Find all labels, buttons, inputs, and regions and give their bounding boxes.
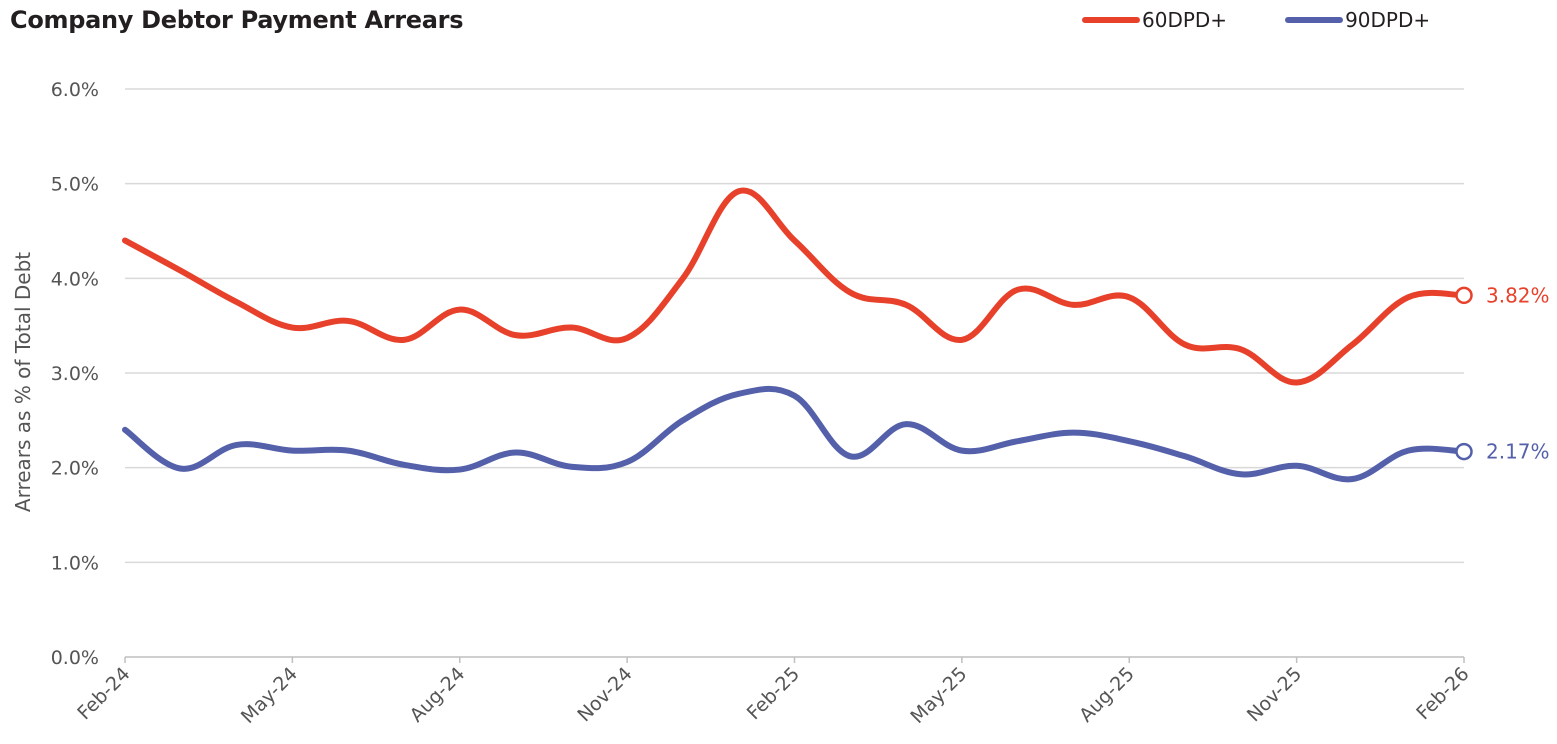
legend: 60DPD+ 90DPD+ <box>1082 8 1430 32</box>
series-line-60dpd <box>122 187 1467 386</box>
series-lines: 3.82% 2.17% <box>122 187 1550 483</box>
legend-item-60dpd: 60DPD+ <box>1082 8 1227 32</box>
y-tick-label: 1.0% <box>51 552 99 574</box>
legend-item-90dpd: 90DPD+ <box>1285 8 1430 32</box>
x-tick-label: Feb-26 <box>1412 663 1473 724</box>
end-label-90dpd: 2.17% <box>1486 440 1550 464</box>
y-tick-label: 2.0% <box>51 458 99 480</box>
end-marker-90dpd <box>1455 442 1473 461</box>
x-tick-label: Nov-25 <box>1243 663 1306 726</box>
y-tick-label: 5.0% <box>51 174 99 196</box>
y-tick-label: 0.0% <box>51 647 99 669</box>
y-tick-label: 4.0% <box>51 268 99 290</box>
gridlines <box>125 88 1464 564</box>
x-tick-label: Aug-24 <box>406 663 470 727</box>
y-tick-label: 6.0% <box>51 79 99 101</box>
x-tick-label: Feb-25 <box>743 663 804 724</box>
legend-swatch-90dpd <box>1285 17 1344 23</box>
x-tick-label: Nov-24 <box>573 663 636 726</box>
x-axis: Feb-24 May-24 Aug-24 Nov-24 Feb-25 May-25 Aug-… <box>73 656 1474 728</box>
chart-title: Company Debtor Payment Arrears <box>10 6 464 34</box>
y-tick-label: 3.0% <box>51 363 99 385</box>
x-tick-label: May-25 <box>906 663 971 728</box>
series-line-90dpd <box>122 385 1467 483</box>
end-marker-60dpd <box>1455 286 1473 305</box>
end-label-60dpd: 3.82% <box>1486 283 1550 307</box>
legend-label-90dpd: 90DPD+ <box>1345 8 1431 32</box>
y-axis-title: Arrears as % of Total Debt <box>11 252 35 512</box>
x-tick-label: May-24 <box>237 663 302 728</box>
legend-label-60dpd: 60DPD+ <box>1142 8 1228 32</box>
legend-swatch-60dpd <box>1082 17 1140 23</box>
y-axis-ticks: 0.0% 1.0% 2.0% 3.0% 4.0% 5.0% 6.0% <box>51 79 99 669</box>
x-tick-label: Feb-24 <box>73 663 134 724</box>
x-tick-label: Aug-25 <box>1075 663 1139 727</box>
